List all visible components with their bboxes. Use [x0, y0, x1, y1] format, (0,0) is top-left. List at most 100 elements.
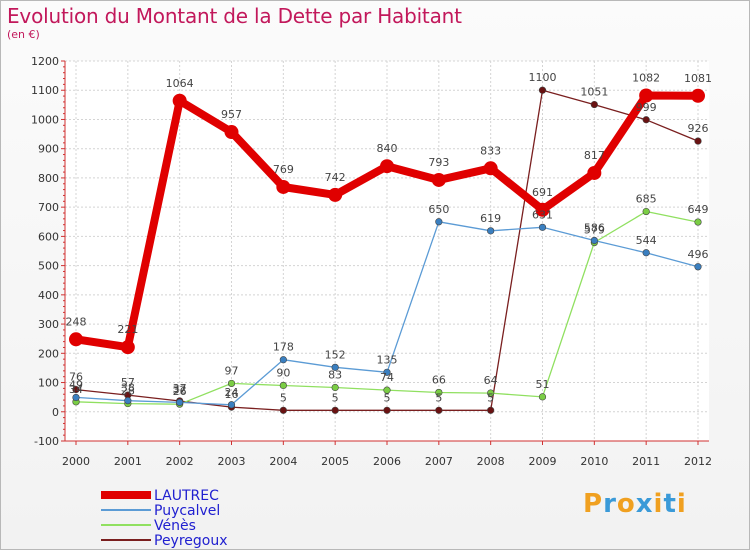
data-point-lautrec — [483, 161, 498, 176]
x-tick-label: 2004 — [269, 455, 297, 468]
data-label-peyregoux: 1051 — [580, 86, 608, 99]
data-point-vns — [487, 389, 495, 397]
data-point-puycalvel — [279, 356, 287, 364]
data-label-layer: 76 57 37 16 5 5 5 5 5 1100 1051 999 926 34 28 26 97 90 83 7… — [66, 71, 713, 404]
data-label-lautrec: 957 — [221, 108, 242, 121]
data-point-lautrec — [120, 340, 135, 355]
legend-label-lautrec: LAUTREC — [154, 488, 219, 504]
data-point-vns — [435, 388, 443, 397]
y-tick-label: 1100 — [31, 84, 59, 97]
data-label-vns: 579 — [584, 224, 605, 237]
data-label-lautrec: 1064 — [166, 77, 194, 90]
data-label-puycalvel: 135 — [377, 353, 398, 366]
data-label-vns: 64 — [484, 374, 498, 387]
x-tick-label: 2012 — [684, 455, 712, 468]
y-tick-label: 1200 — [31, 55, 59, 68]
x-tick-label: 2011 — [632, 455, 660, 468]
data-label-lautrec: 1081 — [684, 72, 712, 85]
data-point-puycalvel — [694, 263, 702, 271]
data-point-puycalvel — [383, 368, 391, 376]
logo-letter-o: o — [616, 489, 636, 519]
data-label-vns: 649 — [688, 203, 709, 216]
legend-label-vns: Vénès — [154, 518, 196, 534]
chart-subtitle: (en €) — [7, 28, 40, 41]
data-label-puycalvel: 544 — [636, 234, 657, 247]
logo-letter-t: t — [663, 489, 677, 519]
data-label-peyregoux: 16 — [225, 388, 239, 401]
data-label-peyregoux: 999 — [636, 101, 657, 114]
data-label-vns: 34 — [69, 383, 83, 396]
data-point-peyregoux — [72, 385, 80, 394]
legend-label-puycalvel: Puycalvel — [154, 503, 220, 519]
data-point-peyregoux — [538, 86, 547, 94]
data-point-peyregoux — [383, 406, 391, 414]
data-label-puycalvel: 619 — [480, 212, 501, 225]
data-point-lautrec — [276, 179, 291, 194]
data-label-peyregoux: 5 — [435, 391, 442, 404]
data-label-lautrec: 248 — [66, 315, 87, 328]
data-label-vns: 685 — [636, 193, 657, 206]
data-point-puycalvel — [227, 401, 236, 409]
x-tick-label: 2003 — [218, 455, 246, 468]
x-tick-label: 2008 — [477, 455, 505, 468]
data-point-peyregoux — [279, 406, 287, 414]
y-tick-label: 200 — [38, 347, 59, 360]
data-label-puycalvel: 631 — [532, 208, 553, 221]
x-tick-label: 2005 — [321, 455, 349, 468]
data-label-vns: 51 — [536, 378, 550, 391]
chart-title: Evolution du Montant de la Dette par Hab… — [7, 4, 462, 28]
data-label-puycalvel: 38 — [121, 382, 135, 395]
data-label-peyregoux: 1100 — [529, 71, 557, 84]
data-label-vns: 28 — [121, 385, 135, 398]
data-label-lautrec: 769 — [273, 163, 294, 176]
data-label-vns: 83 — [328, 369, 342, 382]
y-tick-label: 800 — [38, 172, 59, 185]
x-tick-label: 2002 — [166, 455, 194, 468]
data-point-puycalvel — [124, 397, 132, 405]
logo-letter-i: i — [653, 489, 664, 519]
axis-layer: -100 0 100 200 300 400 500 600 700 800 900 1000 1100… — [31, 55, 712, 468]
data-point-peyregoux — [642, 116, 650, 124]
data-label-lautrec: 1082 — [632, 71, 660, 84]
x-tick-label: 2007 — [425, 455, 453, 468]
data-label-vns: 97 — [225, 364, 239, 377]
data-point-vns — [279, 381, 287, 390]
data-label-peyregoux: 57 — [121, 376, 135, 389]
data-label-puycalvel: 49 — [69, 378, 83, 391]
data-point-puycalvel — [176, 398, 184, 407]
data-point-peyregoux — [435, 406, 443, 414]
y-tick-label: 100 — [38, 377, 59, 390]
data-point-puycalvel — [487, 227, 495, 235]
data-point-puycalvel — [538, 223, 547, 231]
y-tick-label: 900 — [38, 143, 59, 156]
data-point-lautrec — [639, 88, 654, 103]
y-tick-label: 1000 — [31, 113, 59, 126]
y-tick-label: 500 — [38, 260, 59, 273]
data-label-lautrec: 221 — [117, 323, 138, 336]
data-point-puycalvel — [72, 393, 80, 402]
data-label-peyregoux: 5 — [332, 391, 339, 404]
data-label-lautrec: 742 — [325, 171, 346, 184]
logo-letter-P: P — [583, 489, 604, 519]
data-point-peyregoux — [590, 100, 598, 109]
data-label-puycalvel: 152 — [325, 348, 346, 361]
data-label-puycalvel: 24 — [225, 386, 239, 399]
data-point-vns — [642, 207, 650, 216]
y-tick-label: 0 — [52, 406, 59, 419]
data-label-puycalvel: 650 — [428, 203, 449, 216]
x-tick-label: 2009 — [529, 455, 557, 468]
x-tick-label: 2000 — [62, 455, 90, 468]
data-label-lautrec: 817 — [584, 149, 605, 162]
data-label-peyregoux: 5 — [280, 391, 287, 404]
y-tick-label: 600 — [38, 230, 59, 243]
y-tick-label: 400 — [38, 289, 59, 302]
data-label-peyregoux: 5 — [487, 391, 494, 404]
legend-label-peyregoux: Peyregoux — [154, 533, 228, 549]
data-point-puycalvel — [642, 249, 650, 257]
data-point-lautrec — [691, 88, 705, 103]
proxiti-logo: Proxiti — [583, 489, 687, 519]
y-tick-label: 300 — [38, 318, 59, 331]
data-label-vns: 66 — [432, 373, 446, 386]
data-point-lautrec — [328, 187, 343, 202]
